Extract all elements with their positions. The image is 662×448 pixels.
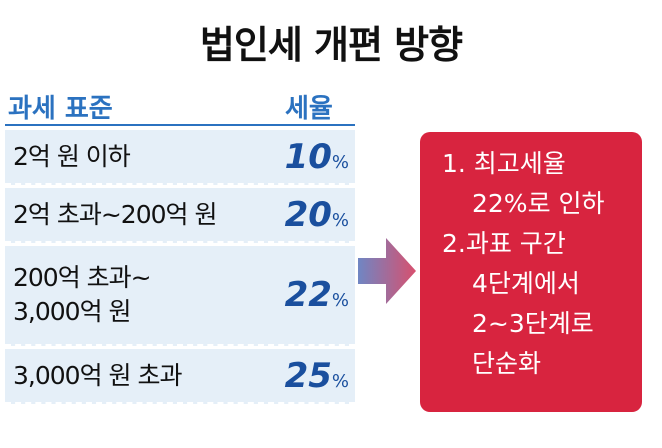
rate: 20% [285, 195, 349, 235]
box-line: 단순화 [472, 349, 542, 378]
title: 법인세 개편 방향 [199, 23, 463, 67]
rate-unit: % [331, 151, 349, 173]
rate: 25% [285, 356, 349, 396]
bracket-line: 3,000억 원 [13, 297, 132, 326]
bracket: 2억 초과~200억 원 [13, 198, 217, 232]
header-rule [5, 124, 355, 126]
table-row: 2억 원 이하 10% [5, 130, 355, 185]
bracket: 2억 원 이하 [13, 140, 131, 174]
rate-value: 10 [284, 136, 332, 177]
box-line: 2.과표 구간 [442, 229, 566, 258]
rate-unit: % [331, 290, 349, 311]
box-line: 22%로 인하 [472, 189, 605, 218]
rate: 22% [285, 275, 349, 315]
bracket-line: 2억 초과~200억 원 [13, 199, 217, 229]
bracket: 200억 초과~ 3,000억 원 [13, 261, 152, 329]
table-row: 2억 초과~200억 원 20% [5, 188, 355, 243]
bracket: 3,000억 원 초과 [13, 359, 182, 393]
header-rate: 세율 [285, 94, 333, 124]
table-row: 200억 초과~ 3,000억 원 22% [5, 246, 355, 346]
box-line: 4단계에서 [472, 269, 580, 298]
bracket-line: 2억 원 이하 [13, 141, 131, 171]
box-line: 1. 최고세율 [442, 149, 566, 178]
rate-value: 20 [284, 194, 332, 235]
bracket-line: 3,000억 원 초과 [13, 360, 182, 390]
rate: 10% [285, 137, 349, 177]
box-line: 2~3단계로 [472, 309, 594, 338]
bracket-line: 200억 초과~ [13, 263, 152, 292]
rate-value: 22 [284, 275, 332, 315]
table-row: 3,000억 원 초과 25% [5, 349, 355, 404]
rate-unit: % [331, 370, 349, 392]
rate-value: 25 [284, 355, 332, 396]
rate-unit: % [331, 209, 349, 231]
header-bracket: 과세 표준 [8, 94, 113, 124]
arrow [358, 238, 416, 304]
